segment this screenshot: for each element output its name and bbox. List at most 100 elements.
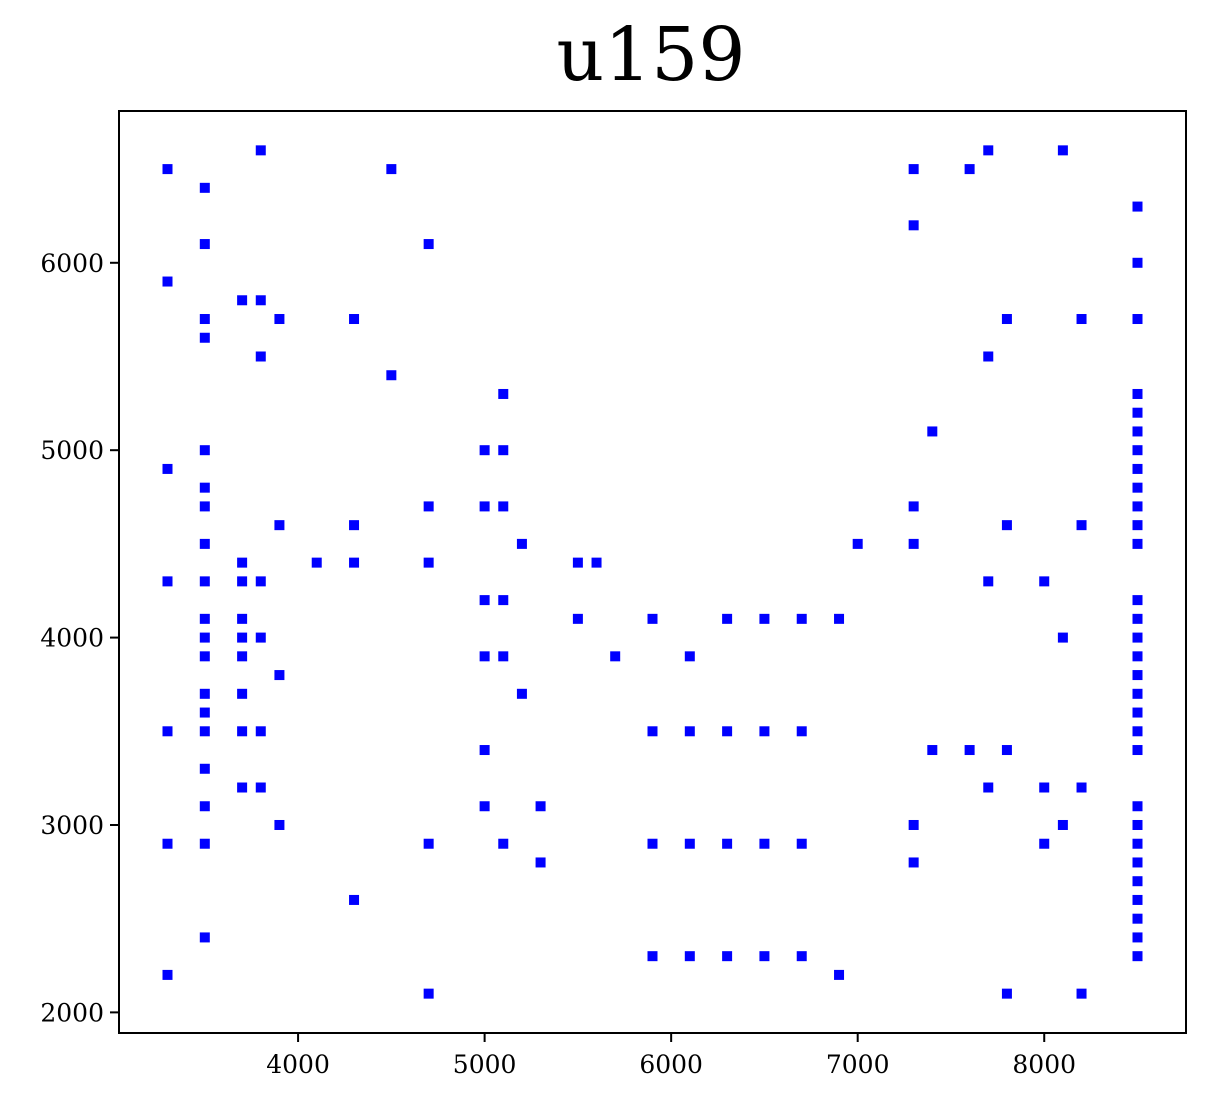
data-point-19 <box>199 688 210 699</box>
data-point-135 <box>1132 445 1143 456</box>
data-point-130 <box>1132 257 1143 268</box>
data-point-103 <box>908 501 919 512</box>
data-point-154 <box>1132 876 1143 887</box>
data-point-127 <box>1076 782 1087 793</box>
data-point-0 <box>162 164 173 175</box>
data-point-70 <box>516 538 527 549</box>
y-tick-label-3000: 3000 <box>40 811 104 840</box>
data-point-141 <box>1132 595 1143 606</box>
data-point-98 <box>834 613 845 624</box>
data-point-33 <box>237 726 248 737</box>
data-point-136 <box>1132 463 1143 474</box>
data-point-140 <box>1132 538 1143 549</box>
data-point-21 <box>199 726 210 737</box>
data-point-40 <box>255 726 266 737</box>
data-point-16 <box>199 613 210 624</box>
data-point-63 <box>479 801 490 812</box>
data-point-157 <box>1132 932 1143 943</box>
data-point-87 <box>722 726 733 737</box>
data-point-113 <box>983 576 994 587</box>
data-point-20 <box>199 707 210 718</box>
data-point-88 <box>722 838 733 849</box>
data-point-29 <box>237 613 248 624</box>
data-point-145 <box>1132 670 1143 681</box>
y-tick-label-6000: 6000 <box>40 249 104 278</box>
data-point-129 <box>1132 201 1143 212</box>
data-point-62 <box>479 745 490 756</box>
data-point-28 <box>237 576 248 587</box>
data-point-109 <box>964 164 975 175</box>
data-point-80 <box>647 838 658 849</box>
data-point-77 <box>610 651 621 662</box>
data-point-17 <box>199 632 210 643</box>
data-point-116 <box>1001 520 1012 531</box>
data-point-22 <box>199 763 210 774</box>
data-point-9 <box>199 314 210 325</box>
data-point-85 <box>684 951 695 962</box>
data-point-158 <box>1132 951 1143 962</box>
data-point-72 <box>535 801 546 812</box>
data-point-93 <box>759 951 770 962</box>
data-point-61 <box>479 651 490 662</box>
data-point-55 <box>423 557 434 568</box>
data-point-15 <box>199 576 210 587</box>
data-point-44 <box>274 670 285 681</box>
data-point-37 <box>255 351 266 362</box>
data-point-73 <box>535 857 546 868</box>
data-point-65 <box>498 445 509 456</box>
data-point-82 <box>684 651 695 662</box>
y-tick-label-4000: 4000 <box>40 624 104 653</box>
data-point-134 <box>1132 426 1143 437</box>
data-point-10 <box>199 332 210 343</box>
data-point-106 <box>908 857 919 868</box>
data-point-138 <box>1132 501 1143 512</box>
data-point-110 <box>964 745 975 756</box>
data-point-26 <box>237 295 248 306</box>
plot-frame <box>118 110 1187 1034</box>
data-point-34 <box>237 782 248 793</box>
data-point-112 <box>983 351 994 362</box>
y-tick-label-5000: 5000 <box>40 436 104 465</box>
data-point-120 <box>1039 782 1050 793</box>
data-points <box>162 145 1143 999</box>
data-point-5 <box>162 838 173 849</box>
data-point-117 <box>1001 745 1012 756</box>
x-tick-label-8000: 8000 <box>1012 1050 1076 1079</box>
data-point-108 <box>927 745 938 756</box>
data-point-99 <box>834 969 845 980</box>
data-point-111 <box>983 145 994 156</box>
x-tick-label-7000: 7000 <box>826 1050 890 1079</box>
data-point-153 <box>1132 857 1143 868</box>
data-point-79 <box>647 726 658 737</box>
data-point-23 <box>199 801 210 812</box>
data-point-100 <box>852 538 863 549</box>
data-point-144 <box>1132 651 1143 662</box>
data-point-123 <box>1057 632 1068 643</box>
x-tick-label-5000: 5000 <box>453 1050 517 1079</box>
data-point-101 <box>908 164 919 175</box>
data-point-104 <box>908 538 919 549</box>
data-point-142 <box>1132 613 1143 624</box>
data-point-42 <box>274 314 285 325</box>
data-point-66 <box>498 501 509 512</box>
data-point-95 <box>796 726 807 737</box>
data-point-35 <box>255 145 266 156</box>
data-point-69 <box>498 838 509 849</box>
data-point-84 <box>684 838 695 849</box>
data-point-137 <box>1132 482 1143 493</box>
data-point-146 <box>1132 688 1143 699</box>
data-point-139 <box>1132 520 1143 531</box>
data-point-7 <box>199 182 210 193</box>
chart-title: u159 <box>556 12 746 98</box>
data-point-86 <box>722 613 733 624</box>
data-point-50 <box>349 894 360 905</box>
data-point-68 <box>498 651 509 662</box>
data-point-115 <box>1001 314 1012 325</box>
data-point-97 <box>796 951 807 962</box>
data-point-155 <box>1132 894 1143 905</box>
data-point-92 <box>759 838 770 849</box>
data-point-148 <box>1132 726 1143 737</box>
data-point-58 <box>479 445 490 456</box>
data-point-47 <box>349 314 360 325</box>
